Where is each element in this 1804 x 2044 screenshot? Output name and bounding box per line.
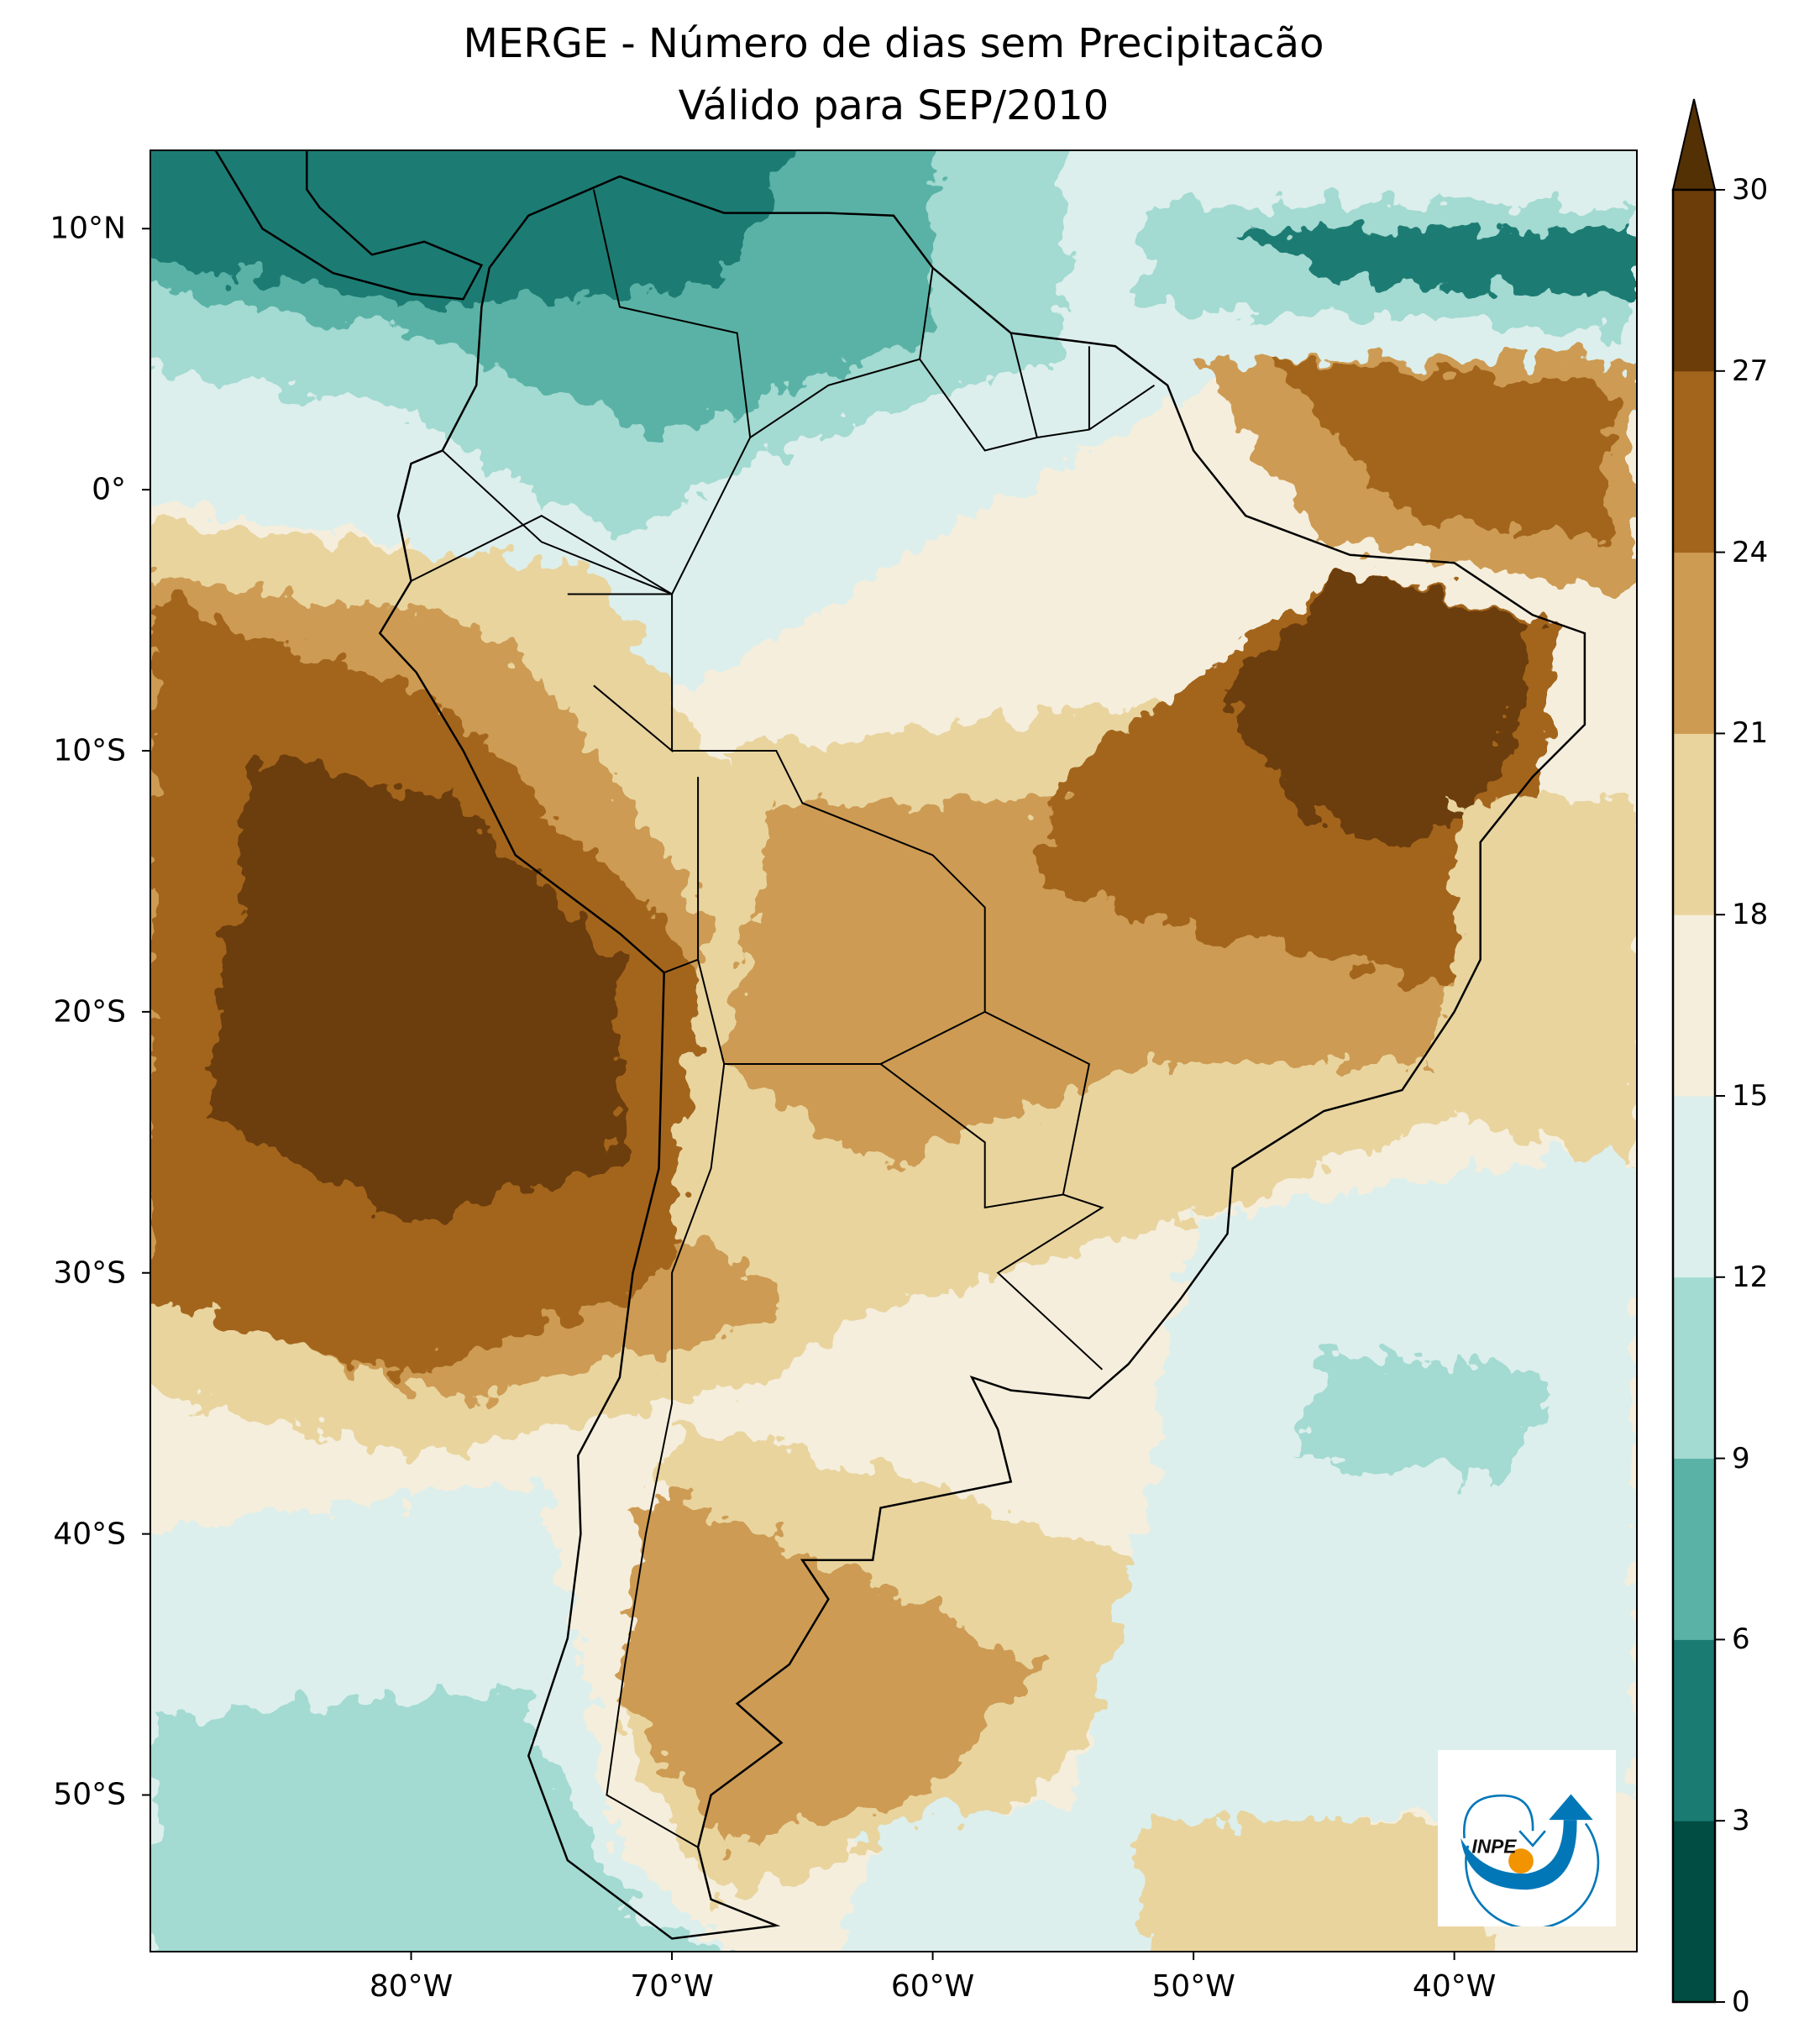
field-region xyxy=(1219,568,1533,856)
country-border xyxy=(697,777,986,1065)
colorbar xyxy=(1671,98,1725,2004)
y-tick-label: 20°S xyxy=(53,994,126,1030)
x-tick-label: 40°W xyxy=(1412,1969,1497,2004)
x-tick-label: 80°W xyxy=(369,1969,454,2004)
country-border xyxy=(1010,333,1038,438)
country-border xyxy=(411,515,673,595)
colorbar-segment xyxy=(1673,1458,1715,1640)
y-tick-label: 10°N xyxy=(50,211,126,246)
colorbar-segment xyxy=(1673,370,1715,553)
svg-text:INPE: INPE xyxy=(1471,1836,1517,1858)
precipitation-field xyxy=(150,150,1637,1952)
y-tick-label: 10°S xyxy=(53,733,126,768)
colorbar-tick-label: 27 xyxy=(1732,354,1769,388)
chart-title: MERGE - Número de dias sem Precipitacão xyxy=(463,20,1324,67)
colorbar-segment xyxy=(1673,552,1715,734)
colorbar-segment xyxy=(1673,733,1715,915)
colorbar-segment xyxy=(1673,915,1715,1097)
country-border xyxy=(749,267,934,438)
south-america-coastline xyxy=(378,175,1586,1940)
coastline-borders xyxy=(207,150,1586,1940)
x-tick-label: 60°W xyxy=(890,1969,975,2004)
colorbar-tick-label: 12 xyxy=(1732,1260,1769,1294)
field-region xyxy=(1272,359,1611,542)
colorbar-tick-label: 3 xyxy=(1732,1804,1750,1838)
colorbar-extend-arrow xyxy=(1671,98,1717,191)
field-region xyxy=(843,1795,1141,1952)
country-border xyxy=(442,449,673,595)
colorbar-tick-label: 15 xyxy=(1732,1079,1769,1113)
y-tick-label: 30°S xyxy=(53,1255,126,1291)
colorbar-tick-label: 0 xyxy=(1732,1985,1750,2019)
country-border xyxy=(663,958,699,974)
central-america-coastline xyxy=(207,150,484,301)
map-frame xyxy=(149,149,1638,1952)
colorbar-tick-label: 9 xyxy=(1732,1441,1750,1475)
y-tick-label: 50°S xyxy=(53,1777,126,1812)
inpe-logo: INPE xyxy=(1438,1750,1616,1930)
country-border xyxy=(606,1063,726,1848)
colorbar-tick-label: 30 xyxy=(1732,173,1769,207)
field-region xyxy=(150,1690,725,1952)
colorbar-segment xyxy=(1673,190,1715,372)
x-tick-label: 70°W xyxy=(630,1969,714,2004)
axis-ticks xyxy=(142,228,1455,1960)
chart-subtitle: Válido para SEP/2010 xyxy=(678,82,1109,129)
y-tick-label: 40°S xyxy=(53,1517,126,1552)
colorbar-tick-label: 24 xyxy=(1732,535,1769,569)
field-region xyxy=(1454,803,1637,1169)
field-region xyxy=(1245,228,1637,294)
colorbar-segment xyxy=(1673,1096,1715,1278)
field-region xyxy=(150,150,789,307)
x-tick-label: 50°W xyxy=(1151,1969,1235,2004)
field-region xyxy=(1298,1351,1559,1482)
colorbar-tick-label: 6 xyxy=(1732,1622,1750,1657)
colorbar-tick-label: 18 xyxy=(1732,898,1769,932)
colorbar-tick-label: 21 xyxy=(1732,716,1769,751)
colorbar-segment xyxy=(1673,1639,1715,1821)
colorbar-segment xyxy=(1673,1276,1715,1460)
field-region xyxy=(619,1481,1037,1847)
field-region xyxy=(202,751,620,1221)
country-border xyxy=(879,1063,1063,1209)
y-tick-label: 0° xyxy=(92,472,126,507)
colorbar-segment xyxy=(1673,1821,1715,2003)
field-region xyxy=(1062,1142,1637,1847)
field-region xyxy=(1141,1821,1492,1952)
